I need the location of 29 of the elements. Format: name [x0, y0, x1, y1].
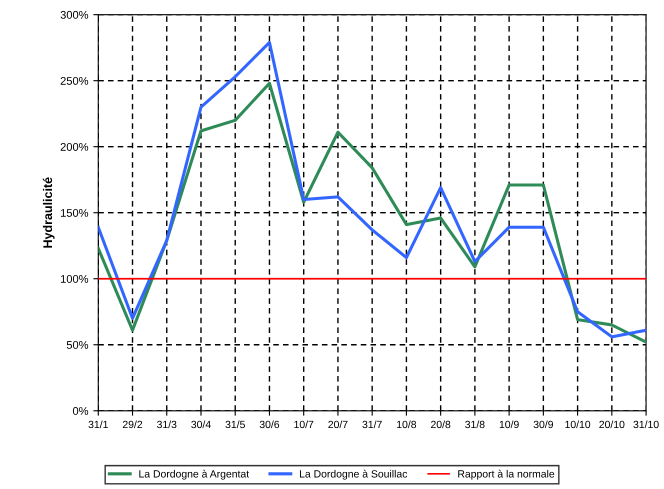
x-tick-label: 10/10 — [565, 420, 590, 428]
x-tick-label: 31/10 — [633, 420, 659, 428]
x-tick-label: 20/8 — [431, 420, 450, 428]
y-tick-label: 300% — [60, 10, 88, 19]
x-tick-label: 30/4 — [191, 420, 211, 428]
x-tick-label: 10/9 — [500, 420, 519, 428]
x-tick-label: 10/7 — [294, 420, 314, 428]
x-tick-label: 20/7 — [328, 420, 348, 428]
x-tick-label: 31/7 — [362, 420, 382, 428]
x-tick-label: 20/10 — [599, 420, 624, 428]
x-tick-label: 31/5 — [225, 420, 245, 428]
legend-label: Rapport à la normale — [458, 470, 554, 480]
legend-label: La Dordogne à Argentat — [139, 470, 250, 480]
y-tick-label: 0% — [72, 407, 88, 415]
y-tick-label: 150% — [60, 208, 88, 217]
y-tick-label: 200% — [60, 142, 88, 151]
legend-label: La Dordogne à Souillac — [300, 470, 408, 480]
line-series — [98, 40, 646, 338]
y-tick-label: 50% — [66, 341, 88, 349]
x-tick-label: 30/6 — [260, 420, 280, 428]
x-tick-label: 31/8 — [465, 420, 485, 428]
x-tick-label: 29/2 — [122, 420, 142, 428]
y-axis-title: Hydraulicité — [42, 177, 55, 248]
x-tick-label: 30/9 — [534, 420, 554, 428]
y-tick-label: 250% — [60, 76, 88, 85]
x-tick-label: 31/1 — [88, 420, 108, 428]
x-tick-label: 31/3 — [157, 420, 176, 428]
y-tick-label: 100% — [60, 274, 88, 283]
x-tick-label: 10/8 — [397, 420, 416, 428]
